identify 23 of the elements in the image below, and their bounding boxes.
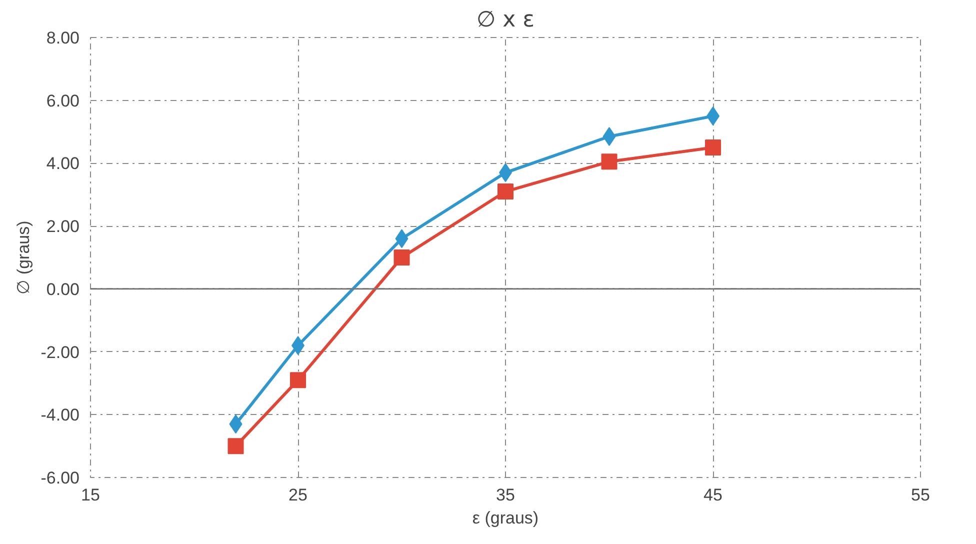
y-tick-label: 2.00 <box>46 217 80 236</box>
y-tick-label: -2.00 <box>40 342 80 362</box>
point <box>394 250 410 266</box>
y-axis-title: ∅ (graus) <box>14 220 33 294</box>
y-tick-label: 0.00 <box>46 280 80 299</box>
x-axis-title: ε (graus) <box>472 508 539 528</box>
x-tick-label: 55 <box>911 486 930 504</box>
x-tick-label: 15 <box>81 486 100 504</box>
x-tick-label: 35 <box>496 486 515 504</box>
point <box>228 438 244 454</box>
y-tick-label: 6.00 <box>46 91 80 110</box>
x-tick-label: 25 <box>288 486 308 504</box>
y-tick-label: -4.00 <box>40 406 80 425</box>
y-tick-label: 8.00 <box>46 28 80 48</box>
x-tick-label: 45 <box>704 486 722 504</box>
y-tick-label: 4.00 <box>46 154 80 174</box>
point <box>705 140 721 156</box>
point <box>498 184 514 200</box>
y-tick-label: -6.00 <box>40 468 80 488</box>
point <box>290 372 306 388</box>
point <box>602 127 616 146</box>
point <box>601 154 618 170</box>
chart-title: ∅ x ε <box>476 8 535 32</box>
